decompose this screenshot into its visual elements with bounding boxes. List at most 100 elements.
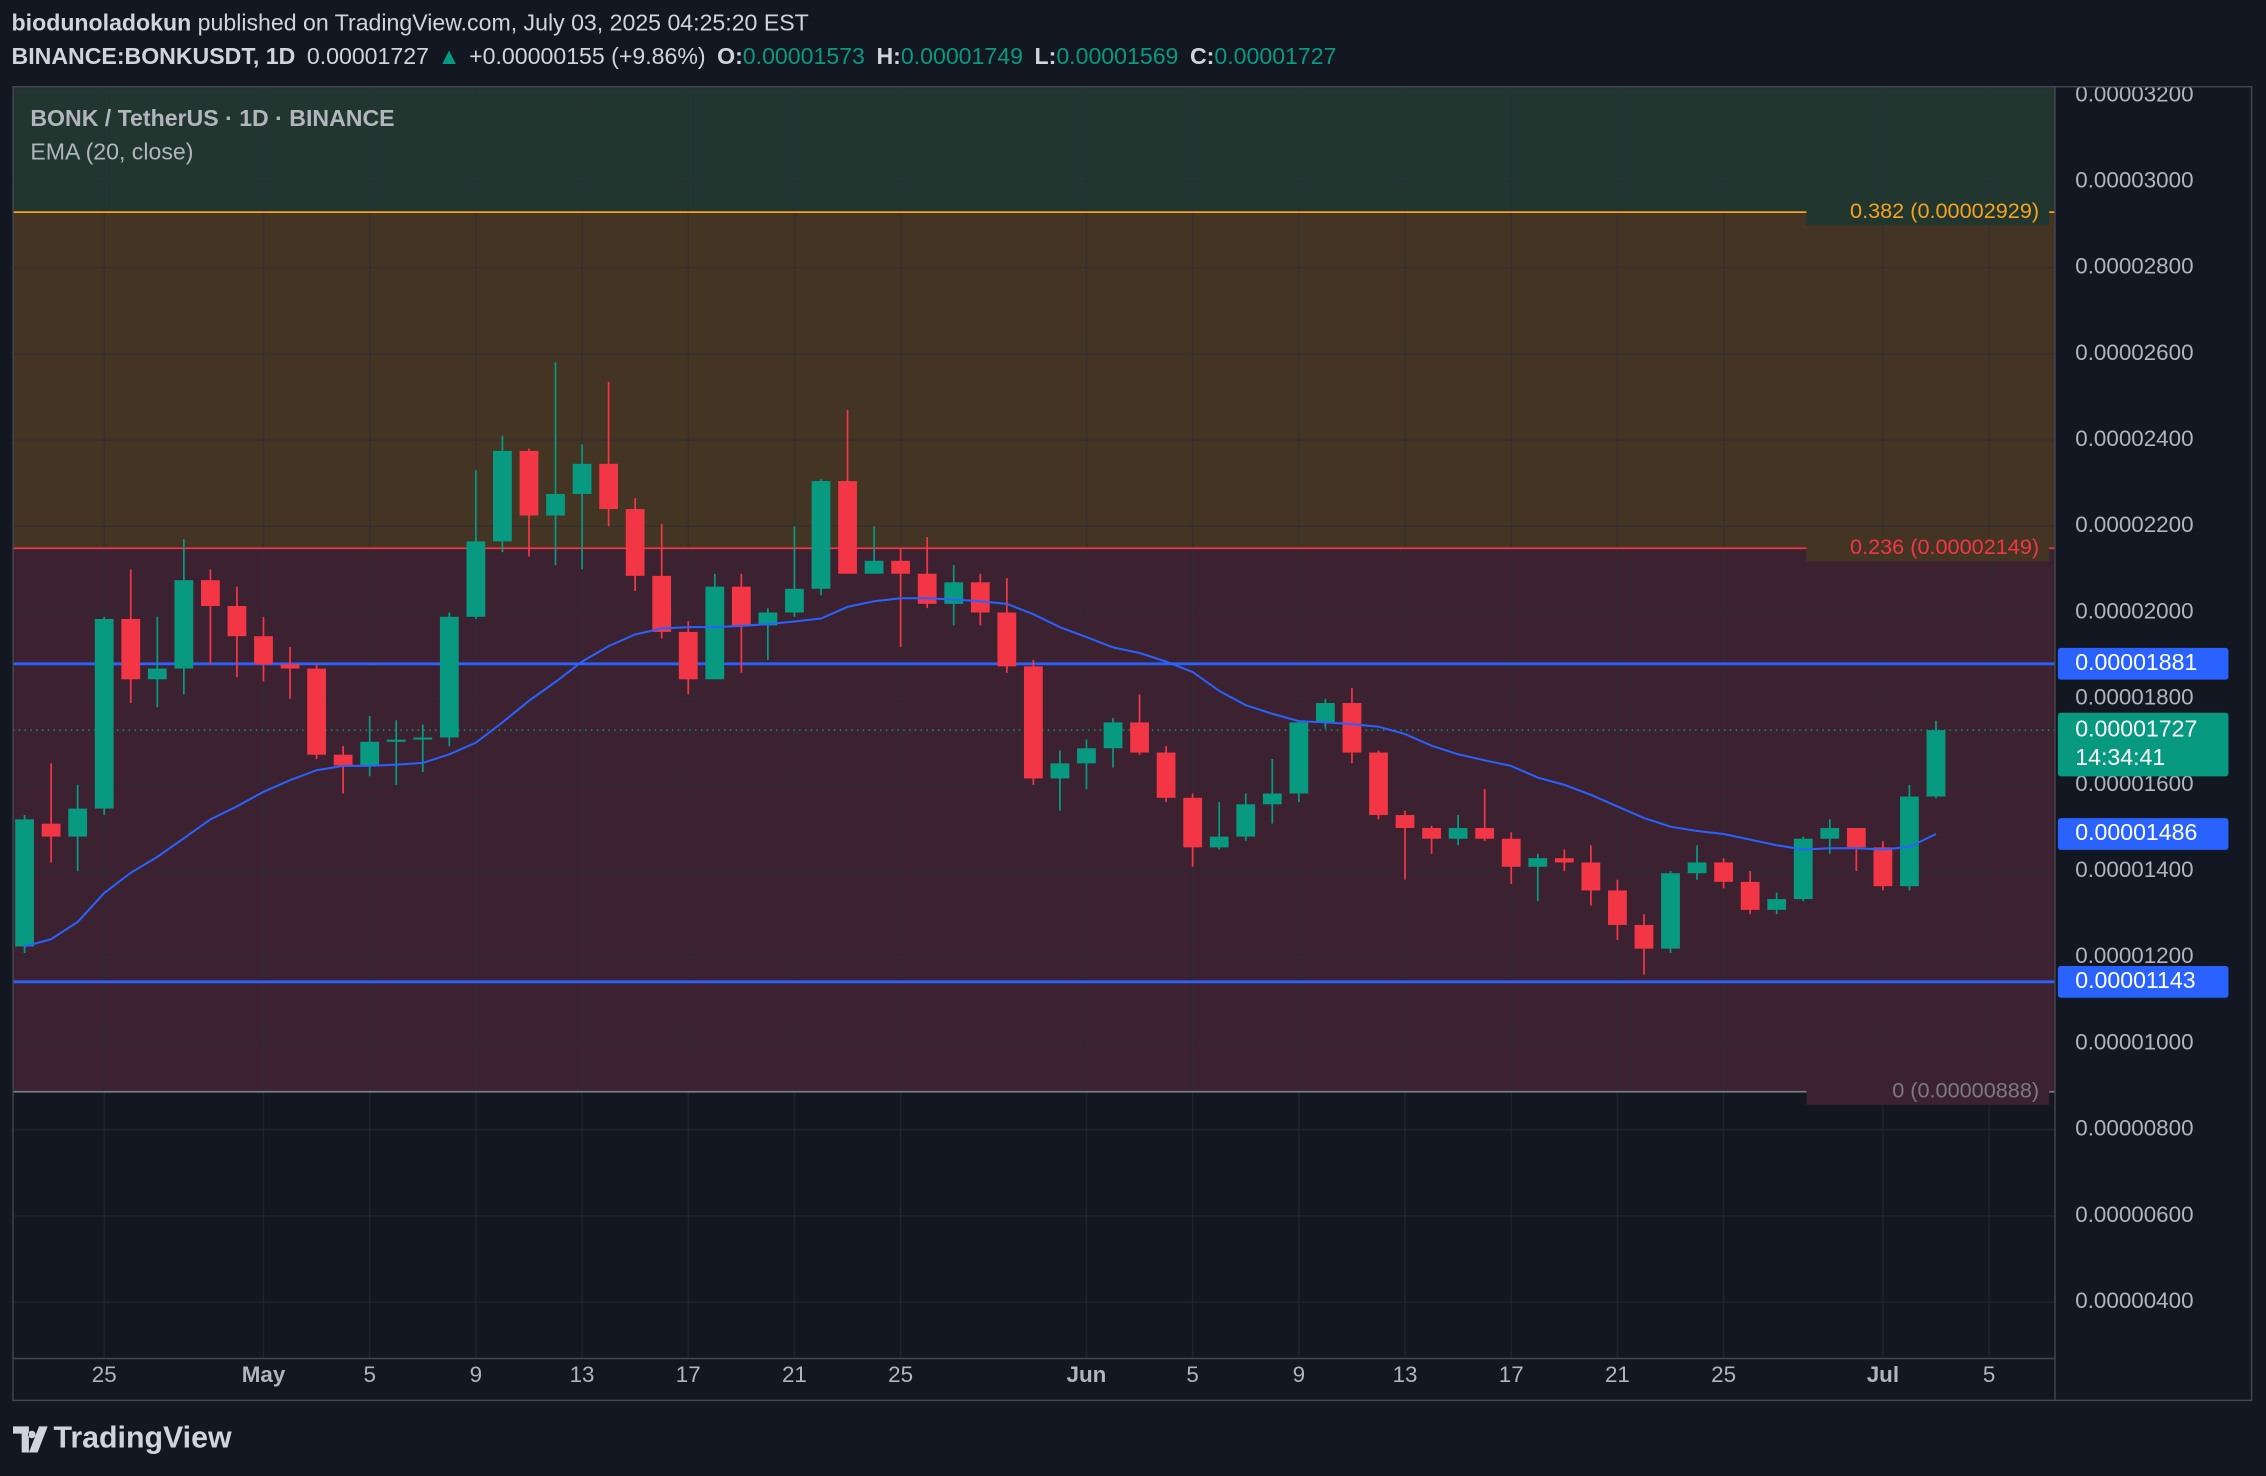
x-tick-label: May	[242, 1362, 286, 1387]
candle-body	[280, 664, 300, 669]
candle-body	[917, 573, 937, 604]
x-tick-label: 13	[1393, 1362, 1418, 1387]
candle-body	[1873, 847, 1893, 887]
x-tick-label: 5	[1983, 1362, 1995, 1387]
candle-body	[68, 808, 88, 837]
ema-tag-label: 0.00001486	[2075, 819, 2197, 845]
candle-body	[758, 612, 778, 626]
candles	[15, 362, 1946, 975]
fib-zone	[13, 86, 2056, 213]
candle-body	[439, 616, 459, 738]
candle-body	[1740, 881, 1760, 910]
candle-body	[1262, 793, 1282, 805]
candle-body	[546, 493, 565, 516]
candle-body	[572, 463, 592, 494]
countdown: 14:34:41	[2075, 744, 2165, 770]
candle-body	[1900, 796, 1919, 887]
price-tag-label: 0.00001881	[2075, 649, 2197, 675]
y-tick-label: 0.00000600	[2075, 1202, 2193, 1227]
ohlc-key: O:	[717, 43, 743, 69]
candle-body	[94, 618, 114, 809]
candle-body	[121, 618, 141, 680]
candle-body	[1156, 752, 1176, 798]
candle-body	[1581, 862, 1601, 891]
candle-body	[705, 586, 725, 680]
price-tag-label: 0.00001143	[2075, 967, 2195, 993]
fib-label: 0.382 (0.00002929)	[1850, 198, 2039, 223]
header-line-2: BINANCE:BONKUSDT, 1D 0.00001727 ▲ +0.000001…	[12, 43, 1337, 69]
y-tick-label: 0.00003200	[2075, 81, 2193, 106]
candle-body	[1023, 666, 1043, 779]
fib-zone	[13, 548, 2056, 1092]
price-tag	[2057, 965, 2229, 998]
candle-body	[1687, 862, 1707, 874]
candle-body	[731, 586, 751, 626]
candle-body	[891, 560, 911, 574]
candle-body	[201, 580, 220, 607]
candle-body	[997, 612, 1017, 667]
y-tick-label: 0.00000800	[2075, 1116, 2193, 1141]
fib-label-bg	[1806, 535, 2050, 562]
y-tick-label: 0.00002200	[2075, 512, 2193, 537]
candle-body	[1475, 827, 1495, 839]
candle-body	[307, 668, 326, 755]
candle-body	[811, 481, 831, 589]
zones	[13, 86, 2056, 1092]
ohlc-key: L:	[1035, 43, 1057, 69]
logo-icon	[13, 1426, 48, 1453]
tradingview-logo: TradingView	[13, 1421, 232, 1454]
candle-body	[519, 450, 539, 516]
y-tick-label: 0.00001000	[2075, 1029, 2193, 1054]
x-tick-label: 5	[1186, 1362, 1198, 1387]
symbol: BINANCE:BONKUSDT, 1D	[12, 43, 296, 69]
author: biodunoladokun	[12, 10, 192, 36]
candle-body	[599, 463, 619, 510]
candle-body	[466, 541, 486, 617]
candle-body	[1183, 797, 1203, 848]
candle-body	[413, 737, 433, 740]
fib-label: 0 (0.00000888)	[1892, 1077, 2039, 1102]
x-tick-label: 5	[363, 1362, 375, 1387]
candle-body	[1608, 890, 1627, 925]
candle-body	[227, 606, 247, 637]
y-tick-label: 0.00002800	[2075, 254, 2193, 279]
ema-line	[24, 597, 1937, 948]
last: 0.00001727	[307, 43, 429, 69]
change: +0.00000155 (+9.86%)	[469, 43, 705, 69]
ohlc-value: 0.00001749	[901, 43, 1023, 69]
ohlc-value: 0.00001573	[743, 43, 865, 69]
fib-zone	[13, 212, 2056, 549]
x-tick-label: 17	[676, 1362, 701, 1387]
candle-body	[1793, 838, 1813, 900]
candle-body	[1820, 827, 1840, 839]
candle-body	[147, 668, 167, 680]
x-tick-label: 25	[1711, 1362, 1736, 1387]
x-tick-label: Jul	[1867, 1362, 1899, 1387]
y-tick-label: 0.00001200	[2075, 943, 2193, 968]
y-tick-label: 0.00002600	[2075, 340, 2193, 365]
legend-ema: EMA (20, close)	[30, 138, 193, 164]
candle-body	[254, 636, 273, 665]
ema-tag	[2057, 818, 2229, 850]
candle-body	[1634, 924, 1654, 949]
x-tick-label: 21	[782, 1362, 807, 1387]
legend-title: BONK / TetherUS · 1D · BINANCE	[30, 105, 394, 131]
candle-body	[1342, 702, 1362, 753]
labels: 0.00000400 0.00000600 0.00000800 0.00001000…	[92, 81, 2229, 1387]
published: published on TradingView.com, July 03, 2…	[191, 10, 809, 36]
candle-body	[1050, 763, 1070, 779]
candle-body	[1289, 722, 1309, 794]
candle-body	[333, 754, 353, 766]
candle-body	[15, 819, 34, 947]
candle-body	[493, 450, 512, 542]
x-tick-label: 25	[92, 1362, 117, 1387]
candle-body	[1846, 827, 1866, 848]
brand: TradingView	[53, 1421, 231, 1454]
candle-body	[625, 509, 645, 576]
candle-body	[1103, 722, 1123, 749]
candle-body	[1395, 815, 1415, 828]
candle-body	[1714, 862, 1733, 882]
candle-body	[1369, 752, 1388, 816]
arrow: ▲	[438, 43, 461, 69]
